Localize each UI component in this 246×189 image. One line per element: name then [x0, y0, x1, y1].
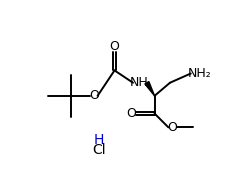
Text: NH₂: NH₂ — [188, 67, 212, 80]
Text: O: O — [109, 40, 120, 53]
Text: H: H — [94, 133, 104, 147]
Text: O: O — [89, 89, 99, 102]
Text: O: O — [167, 121, 177, 134]
Text: NH: NH — [130, 76, 149, 89]
Polygon shape — [145, 82, 154, 96]
Text: O: O — [126, 107, 136, 120]
Text: Cl: Cl — [92, 143, 106, 157]
